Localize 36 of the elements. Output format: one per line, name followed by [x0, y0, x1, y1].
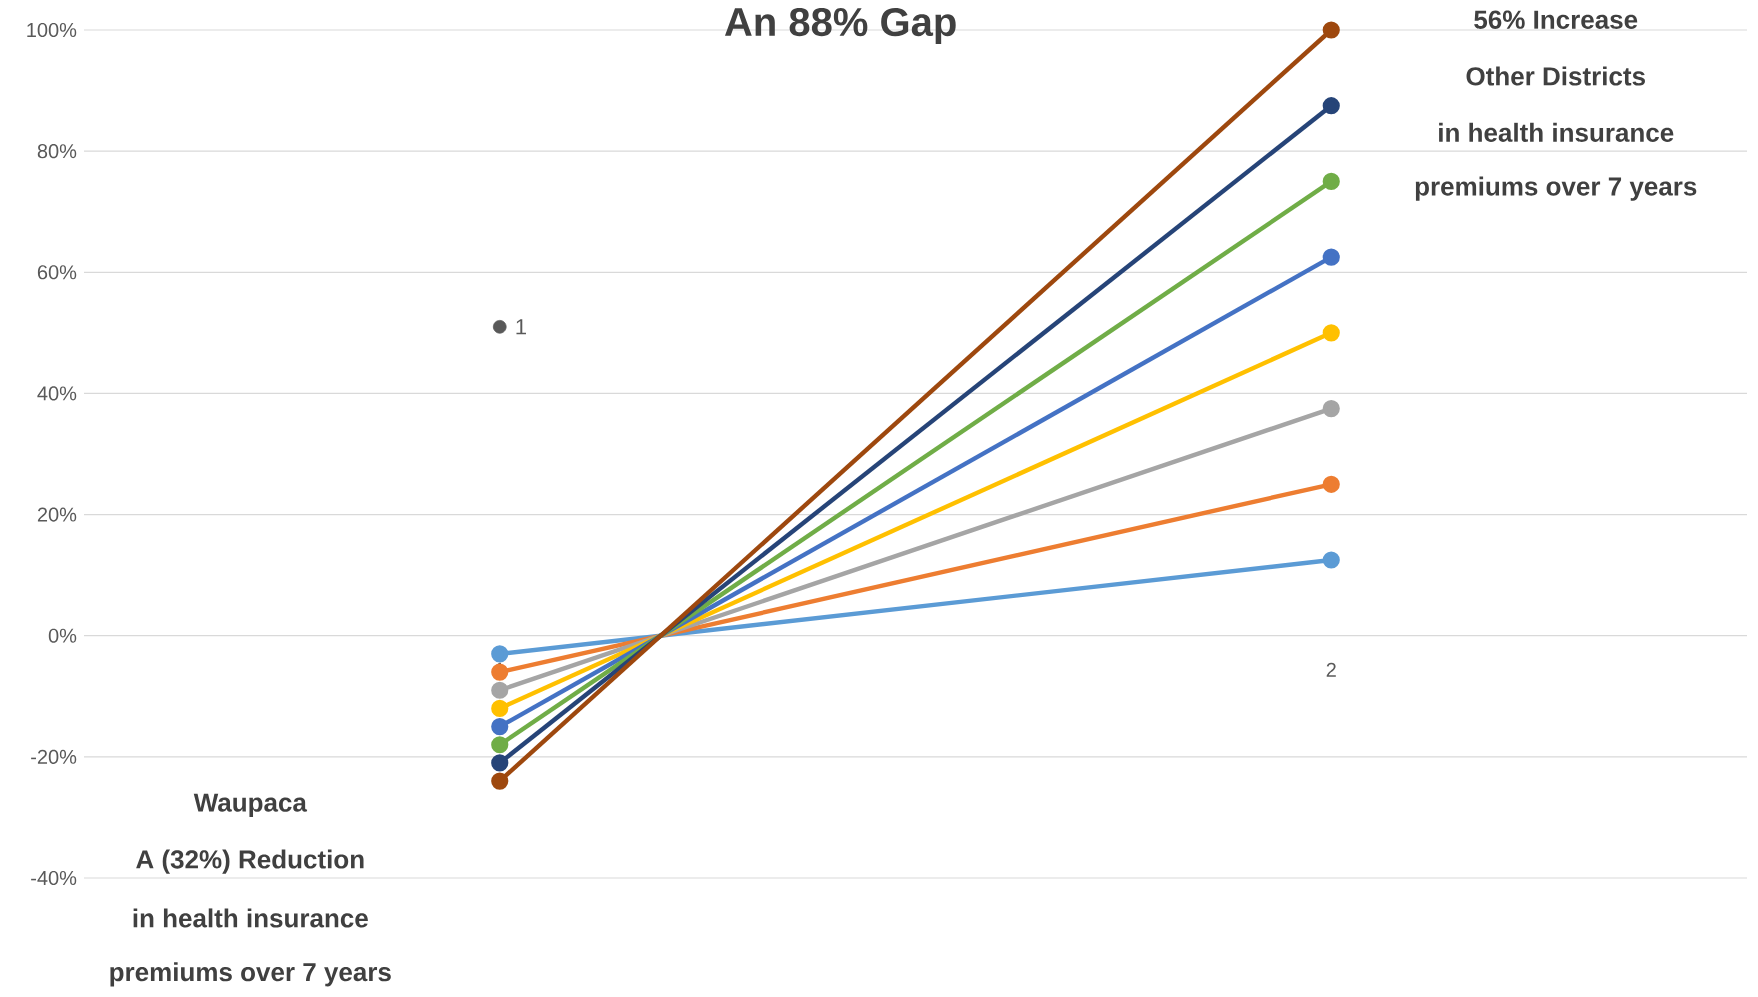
point — [1322, 172, 1340, 191]
annotation: A (32%) Reduction — [136, 849, 364, 874]
point — [1322, 21, 1340, 39]
chart-title: An 88% Gap — [724, 7, 956, 45]
point — [1322, 551, 1340, 569]
point — [492, 320, 507, 334]
y-tick-label: 0% — [48, 628, 77, 643]
y-tick-label: -20% — [31, 749, 77, 764]
point — [491, 645, 509, 663]
annotation: Waupaca — [193, 793, 308, 817]
point — [1322, 248, 1340, 266]
y-tick-label: -40% — [31, 870, 77, 886]
point — [491, 754, 509, 772]
text: premiums over 7 years — [110, 962, 391, 987]
annotation: Other Districts — [1466, 66, 1645, 86]
x-tick-label: 2 — [1326, 662, 1336, 677]
point — [491, 699, 509, 717]
y-tick-label: 80% — [37, 144, 77, 159]
annotation: premiums over 7 years — [1415, 176, 1697, 201]
point — [491, 772, 509, 790]
point — [1322, 324, 1340, 342]
point — [491, 736, 509, 754]
text: in health insurance — [133, 908, 368, 928]
y-tick-label: 20% — [37, 507, 77, 522]
point — [1322, 399, 1340, 418]
point — [1322, 97, 1340, 115]
point — [491, 681, 509, 699]
annotation: in health insurance — [1439, 122, 1674, 142]
point — [491, 717, 509, 736]
y-tick-label: 60% — [37, 265, 77, 280]
point — [491, 663, 509, 681]
y-tick-label: 40% — [37, 386, 77, 401]
point — [1322, 475, 1340, 493]
text: 56% Increase — [1474, 10, 1638, 29]
y-tick-label: 100% — [27, 22, 77, 38]
annotation: 1 — [516, 319, 526, 335]
